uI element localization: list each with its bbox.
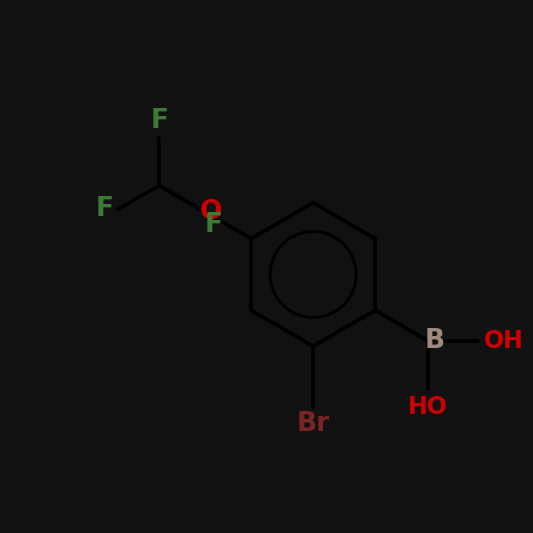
Text: B: B [425,328,445,354]
Text: OH: OH [484,329,524,353]
Text: F: F [95,197,114,222]
Text: HO: HO [408,395,448,419]
Text: F: F [150,108,168,134]
Text: O: O [199,199,222,225]
Text: Br: Br [296,411,330,438]
Text: F: F [205,212,223,238]
